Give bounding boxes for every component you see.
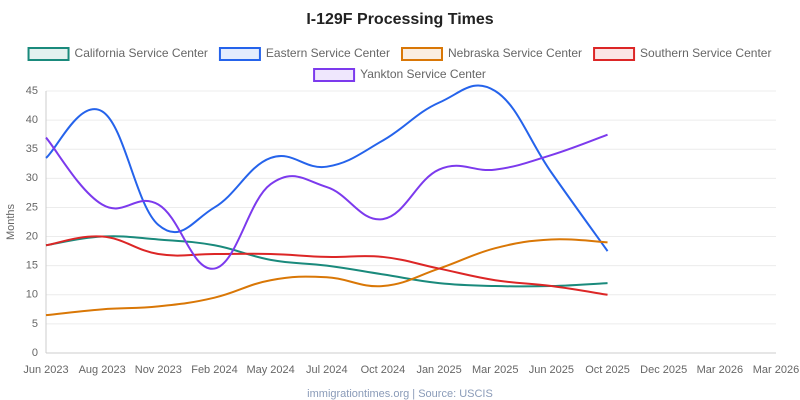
y-tick-label: 30 [26,172,38,184]
y-tick-label: 0 [32,347,38,359]
legend-label: Southern Service Center [640,46,771,60]
legend-item: Southern Service Center [593,46,771,61]
legend-label: Eastern Service Center [266,46,390,60]
y-tick-label: 25 [26,201,38,213]
y-tick-label: 5 [32,318,38,330]
line-series [45,133,608,270]
y-tick-label: 35 [26,143,38,155]
footer: immigrationtimes.org | Source: USCIS [307,388,493,400]
y-tick-label: 10 [26,289,38,301]
legend-label: California Service Center [75,46,208,60]
line-series [45,235,608,296]
x-tick-label: Jun 2023 [23,364,68,376]
chart-title: I-129F Processing Times [306,11,493,28]
x-tick-label: Jan 2025 [416,364,461,376]
x-tick-label: Dec 2025 [640,364,687,376]
x-tick-label: Aug 2023 [79,364,126,376]
x-tick-label: Feb 2024 [191,364,237,376]
y-tick-label: 15 [26,260,38,272]
legend-swatch [400,47,443,61]
legend-swatch [218,47,261,61]
x-tick-label: Nov 2023 [135,364,182,376]
legend-label: Nebraska Service Center [448,46,582,60]
legend-item: Eastern Service Center [218,46,390,61]
x-tick-label: May 2024 [246,364,294,376]
y-axis-title: Months [5,203,17,240]
line-series [45,84,609,252]
legend-item: Yankton Service Center [313,67,486,82]
legend-label: Yankton Service Center [360,67,486,81]
legend: California Service Center Eastern Service… [27,46,771,82]
x-tick-label: Oct 2025 [585,364,630,376]
x-tick-label: Mar 2026 [697,364,743,376]
x-tick-label: Mar 2025 [472,364,518,376]
line-series [45,238,608,317]
line-series [45,235,608,288]
x-tick-label: Jul 2024 [306,364,348,376]
y-tick-label: 45 [26,85,38,97]
legend-swatch [593,47,636,61]
y-tick-label: 40 [26,114,38,126]
legend-swatch [313,68,356,82]
x-tick-label: Jun 2025 [529,364,574,376]
x-tick-label: Mar 2026 [753,364,799,376]
legend-item: Nebraska Service Center [400,46,582,61]
y-tick-label: 20 [26,230,38,242]
legend-item: California Service Center [27,46,208,61]
x-tick-label: Oct 2024 [361,364,406,376]
legend-swatch [27,47,70,61]
